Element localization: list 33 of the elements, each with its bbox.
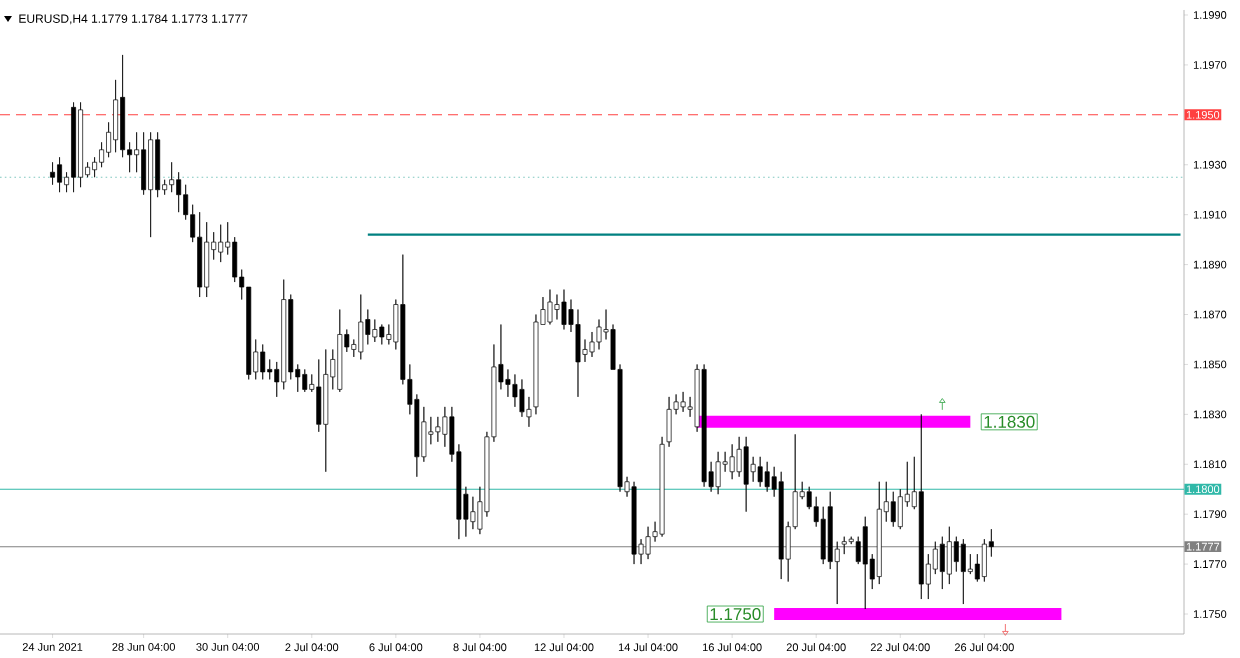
candlestick (260, 344, 266, 380)
candlestick (197, 211, 203, 298)
candlestick (78, 102, 84, 188)
candlestick (302, 369, 308, 393)
candlestick (715, 451, 721, 495)
candlestick (379, 324, 385, 345)
candlestick (876, 481, 882, 585)
candlestick (918, 414, 924, 600)
candlestick (358, 294, 364, 360)
candlestick (281, 279, 287, 390)
candlestick (757, 456, 763, 488)
candlestick (701, 364, 707, 488)
candlestick (50, 161, 55, 186)
candlestick (561, 289, 567, 330)
candlestick (148, 131, 154, 238)
candlestick (680, 391, 686, 413)
candlestick (946, 526, 952, 585)
candlestick (71, 102, 77, 193)
candlestick (645, 526, 651, 560)
candlestick (743, 436, 749, 513)
candlestick (57, 156, 62, 193)
annotation: 1.1830 (984, 415, 1035, 428)
candlestick (631, 481, 637, 565)
candlestick (778, 471, 784, 580)
candlestick (547, 289, 553, 325)
candlestick (862, 516, 868, 610)
candlestick (960, 538, 966, 605)
candlestick (218, 224, 224, 263)
candlestick (337, 309, 343, 393)
annotation: 1.1750 (710, 608, 761, 621)
candlestick (323, 349, 329, 473)
candlestick (764, 461, 770, 493)
candlestick (729, 443, 735, 480)
